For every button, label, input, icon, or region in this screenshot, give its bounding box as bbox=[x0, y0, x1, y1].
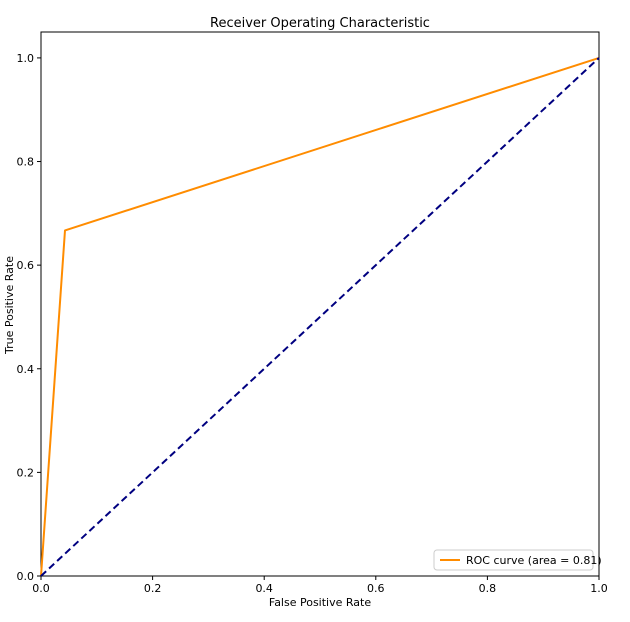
y-axis-label: True Positive Rate bbox=[3, 256, 16, 355]
x-axis-label: False Positive Rate bbox=[269, 596, 371, 609]
chance-diagonal-line bbox=[40, 57, 600, 577]
y-tick-label: 0.6 bbox=[17, 259, 35, 272]
x-tick-label: 0.6 bbox=[367, 582, 385, 595]
x-tick-label: 0.4 bbox=[255, 582, 273, 595]
y-tick-label: 1.0 bbox=[17, 52, 35, 65]
roc-curve-line bbox=[40, 56, 600, 577]
x-tick-label: 0.0 bbox=[32, 582, 50, 595]
x-tick-label: 0.8 bbox=[479, 582, 497, 595]
legend-entry-label: ROC curve (area = 0.81) bbox=[466, 554, 602, 567]
chart-title: Receiver Operating Characteristic bbox=[210, 16, 430, 31]
plot-frame bbox=[40, 31, 600, 577]
y-tick-label: 0.2 bbox=[17, 466, 35, 479]
plot-area: 0.0 0.2 0.4 0.6 0.8 1.0 0.0 0.2 0.4 0.6 0.8 1.0 ROC … bbox=[17, 31, 608, 595]
y-tick-label: 0.0 bbox=[17, 570, 35, 583]
legend-box bbox=[433, 549, 594, 571]
x-tick-label: 1.0 bbox=[590, 582, 608, 595]
y-tick-label: 0.4 bbox=[17, 363, 35, 376]
y-tick-label: 0.8 bbox=[17, 156, 35, 169]
x-tick-label: 0.2 bbox=[144, 582, 162, 595]
